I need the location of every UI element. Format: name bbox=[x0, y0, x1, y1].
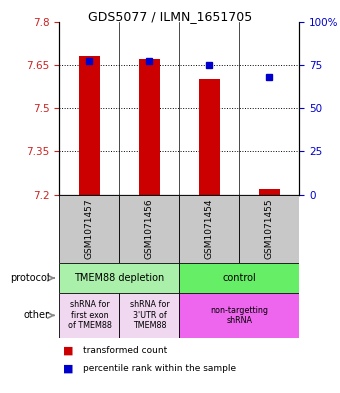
FancyBboxPatch shape bbox=[59, 263, 180, 293]
FancyBboxPatch shape bbox=[180, 293, 299, 338]
Text: ■: ■ bbox=[63, 363, 73, 373]
Text: other: other bbox=[23, 310, 49, 320]
FancyBboxPatch shape bbox=[119, 293, 180, 338]
Text: shRNA for
first exon
of TMEM88: shRNA for first exon of TMEM88 bbox=[68, 301, 112, 330]
Bar bbox=[139, 59, 160, 195]
FancyBboxPatch shape bbox=[239, 195, 299, 263]
Bar bbox=[259, 189, 280, 195]
Text: transformed count: transformed count bbox=[83, 346, 168, 355]
Text: control: control bbox=[222, 273, 256, 283]
Text: protocol: protocol bbox=[10, 273, 49, 283]
Text: ■: ■ bbox=[63, 345, 73, 356]
Text: GSM1071456: GSM1071456 bbox=[145, 198, 154, 259]
FancyBboxPatch shape bbox=[180, 195, 239, 263]
Text: GDS5077 / ILMN_1651705: GDS5077 / ILMN_1651705 bbox=[88, 10, 252, 23]
Text: non-targetting
shRNA: non-targetting shRNA bbox=[210, 306, 268, 325]
Text: TMEM88 depletion: TMEM88 depletion bbox=[74, 273, 165, 283]
FancyBboxPatch shape bbox=[59, 195, 119, 263]
Bar bbox=[199, 79, 220, 195]
Text: GSM1071457: GSM1071457 bbox=[85, 198, 94, 259]
FancyBboxPatch shape bbox=[180, 263, 299, 293]
FancyBboxPatch shape bbox=[59, 293, 119, 338]
Text: GSM1071455: GSM1071455 bbox=[265, 198, 274, 259]
Text: shRNA for
3'UTR of
TMEM88: shRNA for 3'UTR of TMEM88 bbox=[130, 301, 169, 330]
Text: percentile rank within the sample: percentile rank within the sample bbox=[83, 364, 236, 373]
Text: GSM1071454: GSM1071454 bbox=[205, 199, 214, 259]
Bar bbox=[79, 56, 100, 195]
FancyBboxPatch shape bbox=[119, 195, 180, 263]
